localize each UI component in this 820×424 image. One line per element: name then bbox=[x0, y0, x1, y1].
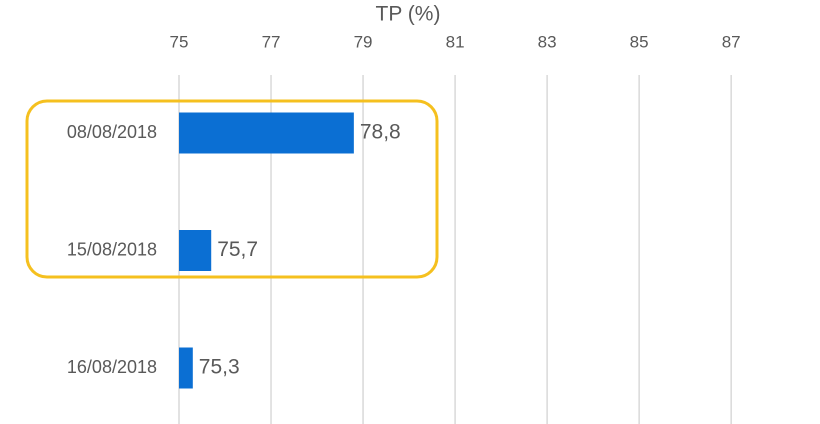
x-tick-label: 87 bbox=[722, 32, 741, 51]
bar bbox=[179, 347, 193, 389]
bar bbox=[179, 230, 212, 271]
y-tick-label: 08/08/2018 bbox=[67, 122, 157, 142]
x-tick-label: 75 bbox=[170, 32, 189, 51]
highlight-box bbox=[25, 99, 439, 279]
value-label: 78,8 bbox=[360, 121, 401, 144]
value-label: 75,7 bbox=[217, 238, 258, 261]
value-label: 75,3 bbox=[199, 356, 240, 379]
x-tick-label: 81 bbox=[446, 32, 465, 51]
x-tick-label: 79 bbox=[354, 32, 373, 51]
chart-title: TP (%) bbox=[376, 3, 441, 26]
y-tick-label: 16/08/2018 bbox=[67, 357, 157, 377]
bar bbox=[179, 112, 354, 154]
x-tick-label: 77 bbox=[262, 32, 281, 51]
x-tick-label: 85 bbox=[630, 32, 649, 51]
y-tick-label: 15/08/2018 bbox=[67, 239, 157, 259]
x-tick-label: 83 bbox=[538, 32, 557, 51]
